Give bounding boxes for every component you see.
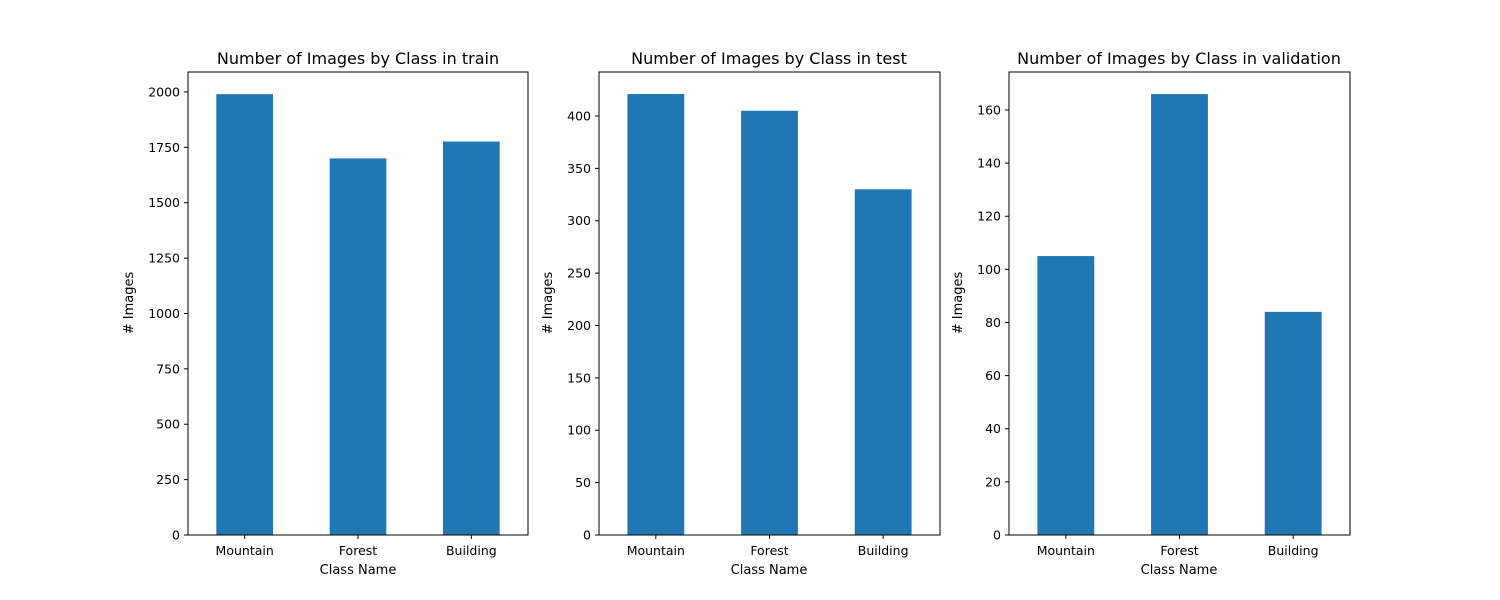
y-tick-label: 60 — [985, 368, 1001, 383]
bar-building — [854, 189, 912, 535]
y-axis-label: # Images — [951, 272, 966, 335]
bar-building — [443, 141, 500, 535]
y-ticks-group: 0 20 40 60 80 100 120 140 160 — [977, 102, 1009, 543]
y-tick-label: 150 — [567, 370, 591, 385]
y-tick-label: 1750 — [148, 140, 180, 155]
y-tick-label: 0 — [993, 528, 1001, 543]
y-ticks-group: 0 50 100 150 200 250 300 350 400 — [567, 108, 599, 543]
bar-building — [1264, 311, 1322, 535]
y-tick-label: 40 — [985, 421, 1001, 436]
chart-panel-train: Number of Images by Class in train Class… — [122, 49, 529, 578]
y-tick-label: 1500 — [148, 195, 180, 210]
x-ticks-group: Mountain Forest Building — [627, 535, 909, 558]
y-tick-label: 50 — [575, 475, 591, 490]
bars-group — [1037, 94, 1322, 536]
y-ticks-group: 0 250 500 750 1000 1250 1500 1750 2000 — [148, 84, 188, 543]
y-tick-label: 350 — [567, 161, 591, 176]
x-tick-label: Forest — [750, 543, 788, 558]
bar-mountain — [1037, 256, 1095, 535]
plot-frame — [187, 71, 529, 536]
y-axis-label: # Images — [541, 272, 556, 335]
y-tick-label: 400 — [567, 108, 591, 123]
y-tick-label: 1250 — [148, 251, 180, 266]
y-tick-label: 250 — [567, 266, 591, 281]
bar-forest — [741, 110, 798, 535]
x-axis-label: Class Name — [1141, 563, 1218, 578]
x-tick-label: Mountain — [1037, 543, 1095, 558]
y-axis-label: # Images — [122, 272, 137, 335]
y-tick-label: 120 — [977, 209, 1001, 224]
x-tick-label: Mountain — [627, 543, 685, 558]
y-tick-label: 0 — [172, 528, 180, 543]
chart-title: Number of Images by Class in test — [631, 49, 907, 68]
plot-frame — [598, 71, 941, 536]
chart-title: Number of Images by Class in validation — [1017, 49, 1341, 68]
chart-panel-validation: Number of Images by Class in validation … — [951, 49, 1351, 578]
x-tick-label: Building — [446, 543, 497, 558]
y-tick-label: 500 — [156, 417, 180, 432]
bar-mountain — [627, 94, 685, 535]
bar-forest — [329, 158, 387, 535]
y-tick-label: 80 — [985, 315, 1001, 330]
plot-frame — [1008, 71, 1351, 536]
chart-panel-test: Number of Images by Class in test Class … — [541, 49, 941, 578]
y-tick-label: 200 — [567, 318, 591, 333]
x-tick-label: Forest — [339, 543, 377, 558]
x-tick-label: Building — [1268, 543, 1319, 558]
y-tick-label: 140 — [977, 156, 1001, 171]
y-tick-label: 2000 — [148, 84, 180, 99]
x-tick-label: Building — [858, 543, 909, 558]
y-tick-label: 100 — [567, 423, 591, 438]
bars-group — [627, 94, 912, 535]
x-ticks-group: Mountain Forest Building — [1037, 535, 1319, 558]
bar-forest — [1151, 94, 1208, 536]
y-tick-label: 1000 — [148, 306, 180, 321]
x-tick-label: Forest — [1160, 543, 1198, 558]
x-axis-label: Class Name — [731, 563, 808, 578]
bars-group — [216, 94, 500, 536]
x-axis-label: Class Name — [320, 563, 397, 578]
bar-mountain — [216, 94, 273, 536]
x-ticks-group: Mountain Forest Building — [216, 535, 497, 558]
y-tick-label: 160 — [977, 102, 1001, 117]
y-tick-label: 750 — [156, 361, 180, 376]
chart-title: Number of Images by Class in train — [217, 49, 499, 68]
y-tick-label: 100 — [977, 262, 1001, 277]
y-tick-label: 250 — [156, 472, 180, 487]
x-tick-label: Mountain — [216, 543, 274, 558]
y-tick-label: 20 — [985, 474, 1001, 489]
y-tick-label: 300 — [567, 213, 591, 228]
y-tick-label: 0 — [583, 528, 591, 543]
